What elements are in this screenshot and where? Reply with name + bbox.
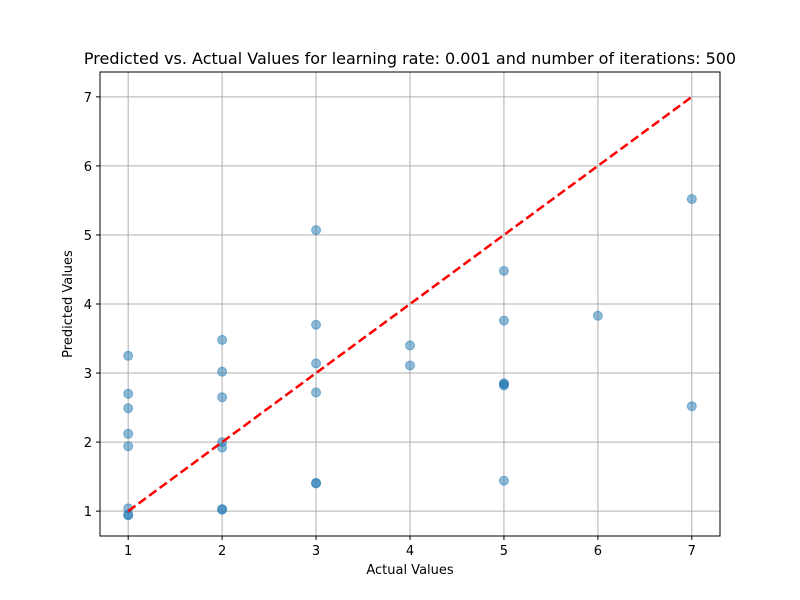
- data-point: [311, 358, 322, 369]
- data-point: [123, 441, 134, 452]
- x-tick-label: 6: [594, 544, 602, 559]
- y-tick-label: 6: [84, 160, 92, 175]
- y-axis-label: Predicted Values: [61, 250, 76, 358]
- y-tick-label: 4: [84, 298, 92, 313]
- x-axis-label: Actual Values: [366, 563, 454, 578]
- data-point: [123, 350, 134, 361]
- y-tick-label: 1: [84, 505, 92, 520]
- chart-title: Predicted vs. Actual Values for learning…: [84, 49, 736, 68]
- x-axis-ticks: 1 2 3 4 5 6 7: [124, 536, 696, 559]
- y-tick-label: 5: [84, 229, 92, 244]
- y-axis-ticks: 1 2 3 4 5 6 7: [84, 91, 100, 520]
- data-point: [311, 387, 322, 398]
- data-point: [311, 319, 322, 330]
- data-point: [498, 475, 509, 486]
- data-point: [217, 392, 228, 403]
- x-tick-label: 7: [688, 544, 696, 559]
- x-tick-label: 2: [218, 544, 226, 559]
- data-point: [217, 442, 228, 453]
- x-tick-label: 3: [312, 544, 320, 559]
- data-point: [498, 265, 509, 276]
- data-point: [686, 401, 697, 412]
- data-point: [592, 310, 603, 321]
- data-points: [123, 194, 697, 521]
- grid-lines: [100, 72, 720, 536]
- data-point: [123, 388, 134, 399]
- data-point: [686, 194, 697, 205]
- y-tick-label: 7: [84, 91, 92, 106]
- x-tick-label: 5: [500, 544, 508, 559]
- data-point: [311, 225, 322, 236]
- data-point: [498, 315, 509, 326]
- x-tick-label: 4: [406, 544, 414, 559]
- data-point: [498, 379, 509, 390]
- data-point: [311, 478, 322, 489]
- data-point: [123, 510, 134, 521]
- y-tick-label: 2: [84, 436, 92, 451]
- data-point: [123, 428, 134, 439]
- data-point: [217, 366, 228, 377]
- data-point: [123, 403, 134, 414]
- x-tick-label: 1: [124, 544, 132, 559]
- data-point: [405, 340, 415, 351]
- data-point: [217, 504, 228, 515]
- data-point: [405, 360, 415, 371]
- data-point: [217, 334, 228, 345]
- y-tick-label: 3: [84, 367, 92, 382]
